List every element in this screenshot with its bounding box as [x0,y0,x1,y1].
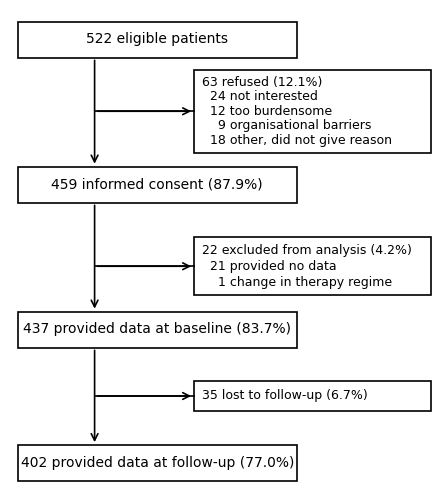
Bar [18,445,297,481]
Text: 63 refused (12.1%): 63 refused (12.1%) [202,76,322,89]
Bar [194,238,431,295]
Text: 402 provided data at follow-up (77.0%): 402 provided data at follow-up (77.0%) [21,456,294,470]
Text: 18 other, did not give reason: 18 other, did not give reason [202,134,392,147]
Text: 459 informed consent (87.9%): 459 informed consent (87.9%) [51,178,263,192]
Text: 437 provided data at baseline (83.7%): 437 provided data at baseline (83.7%) [23,322,291,336]
Bar [194,70,431,152]
Bar [18,166,297,202]
Text: 35 lost to follow-up (6.7%): 35 lost to follow-up (6.7%) [202,390,367,402]
Bar [18,22,297,58]
Bar [194,381,431,411]
Bar [18,312,297,348]
Text: 24 not interested: 24 not interested [202,90,317,104]
Text: 12 too burdensome: 12 too burdensome [202,105,332,118]
Text: 522 eligible patients: 522 eligible patients [86,32,228,46]
Text: 9 organisational barriers: 9 organisational barriers [202,119,371,132]
Text: 1 change in therapy regime: 1 change in therapy regime [202,276,392,288]
Text: 21 provided no data: 21 provided no data [202,260,336,273]
Text: 22 excluded from analysis (4.2%): 22 excluded from analysis (4.2%) [202,244,411,257]
